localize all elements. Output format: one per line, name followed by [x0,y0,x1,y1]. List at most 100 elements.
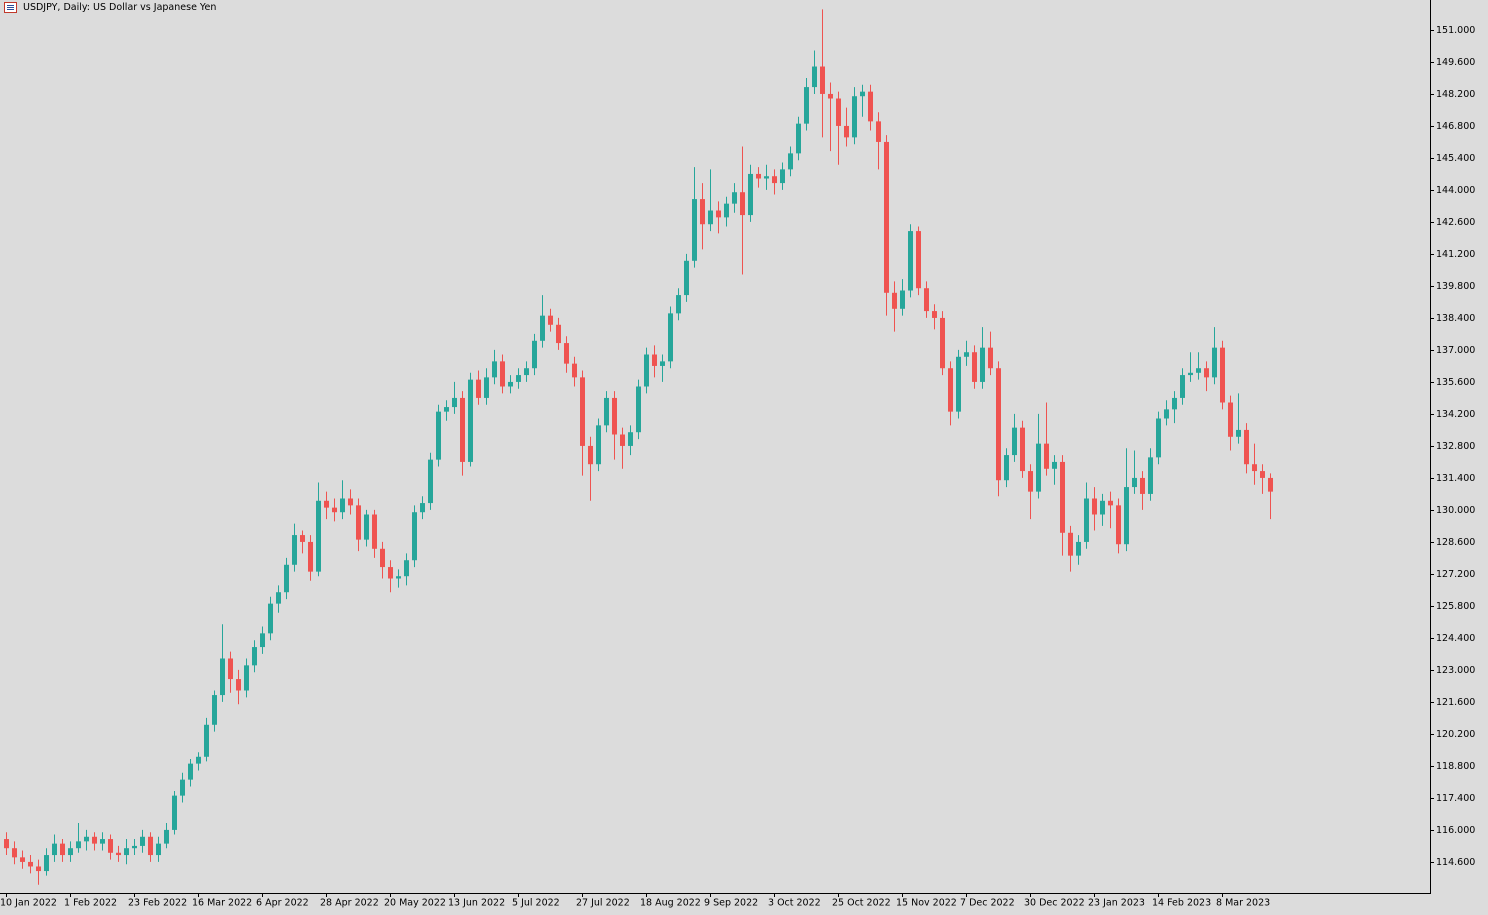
candle-body [916,231,921,289]
y-tick-label: 123.000 [1436,665,1475,676]
x-tick-label: 5 Jul 2022 [512,898,560,909]
y-tick-label: 135.600 [1436,377,1475,388]
candle-body [28,861,33,867]
x-tick-label: 3 Oct 2022 [768,898,821,909]
candle-body [356,505,361,540]
candle-body [12,848,17,858]
candle-body [516,375,521,382]
y-tick-label: 134.200 [1436,409,1475,420]
x-tick-label: 23 Feb 2022 [128,898,187,909]
y-tick-label: 118.800 [1436,761,1475,772]
candle-body [364,514,369,540]
y-tick-label: 145.400 [1436,153,1475,164]
y-tick-label: 120.200 [1436,729,1475,740]
x-tick-label: 1 Feb 2022 [64,898,117,909]
candle-body [580,377,585,446]
candle-body [148,836,153,856]
candle-body [700,199,705,225]
candle-body [1052,461,1057,469]
candle-body [484,377,489,398]
candle-body [172,795,177,830]
candle-body [36,866,41,872]
candle-body [1148,457,1153,494]
candle-body [1092,498,1097,515]
candle-body [836,98,841,126]
candle-body [676,295,681,314]
candle-body [1132,477,1137,488]
candle-body [956,356,961,412]
candle-body [844,125,849,138]
candle-body [604,397,609,426]
y-tick-label: 144.000 [1436,185,1475,196]
candle-body [308,541,313,572]
y-tick-label: 116.000 [1436,825,1475,836]
candle-body [188,763,193,780]
candle-body [204,724,209,757]
candle-body [156,843,161,856]
x-tick-label: 9 Sep 2022 [704,898,758,909]
candle-body [300,535,305,542]
candle-body [612,397,617,435]
candle-body [788,153,793,170]
candle-body [716,210,721,218]
candle-body [1028,471,1033,492]
candle-body [1268,477,1273,492]
candle-body [260,633,265,648]
candle-body [964,352,969,357]
candle-body [908,231,913,291]
candle-body [212,695,217,725]
candle-body [196,756,201,764]
candle-body [1180,375,1185,398]
candle-body [868,91,873,122]
candle-body [1012,427,1017,456]
candle-body [932,311,937,318]
x-tick-label: 27 Jul 2022 [576,898,630,909]
candle-body [540,315,545,341]
candle-body [980,347,985,382]
x-tick-label: 23 Jan 2023 [1088,898,1145,909]
candle-body [1236,429,1241,437]
candle-body [812,66,817,88]
candle-body [492,361,497,378]
candle-body [324,500,329,508]
candle-body [884,141,889,293]
y-tick-label: 142.600 [1436,217,1475,228]
candle-body [924,288,929,312]
candle-body [644,354,649,387]
candle-body [1100,500,1105,515]
candle-body [572,363,577,378]
candle-body [628,432,633,446]
candle-body [396,576,401,579]
candle-body [268,603,273,634]
candle-body [132,845,137,849]
candle-body [476,379,481,398]
y-tick-label: 114.600 [1436,857,1475,868]
x-tick-label: 8 Mar 2023 [1216,898,1270,909]
x-tick-label: 18 Aug 2022 [640,898,701,909]
candle-body [380,548,385,568]
candle-body [76,841,81,849]
candle-body [84,836,89,842]
candle-body [1196,368,1201,373]
candle-body [1108,500,1113,506]
candle-body [340,498,345,513]
candle-body [732,192,737,204]
candle-body [1212,347,1217,378]
candle-body [596,425,601,465]
candle-body [708,210,713,225]
y-tick-label: 151.000 [1436,25,1475,36]
candle-body [284,564,289,593]
candle-body [252,647,257,666]
candle-body [972,352,977,382]
candle-body [1044,443,1049,469]
candle-body [780,169,785,184]
candle-body [532,340,537,369]
x-tick-label: 14 Feb 2023 [1152,898,1211,909]
candle-body [116,852,121,856]
candle-body [1084,498,1089,542]
candle-body [1172,397,1177,410]
candle-body [52,843,57,856]
candle-body [332,507,337,513]
candle-body [1252,464,1257,472]
